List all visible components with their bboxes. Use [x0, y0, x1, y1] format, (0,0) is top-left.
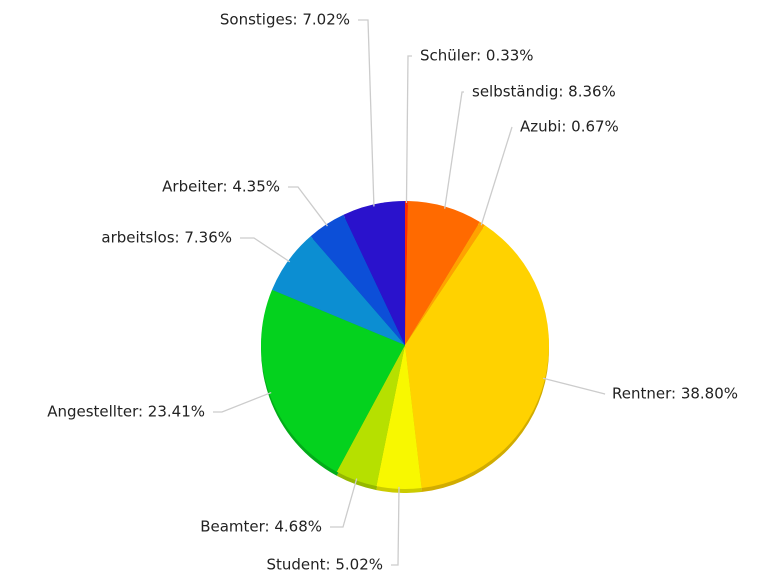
leader-line: [542, 377, 606, 395]
slice: [343, 201, 405, 345]
slice: [405, 221, 485, 345]
slice: [405, 225, 549, 489]
data-label: Arbeiter: 4.35%: [162, 178, 280, 196]
slice: [310, 214, 405, 345]
leader-line: [391, 486, 400, 566]
data-label: selbständig: 8.36%: [472, 83, 616, 101]
slice: [405, 201, 480, 345]
slice: [336, 345, 405, 487]
slice: [376, 345, 422, 489]
data-label: Schüler: 0.33%: [420, 47, 534, 65]
data-label: Student: 5.02%: [266, 556, 383, 574]
leader-line: [213, 391, 272, 413]
slice: [260, 289, 405, 472]
leader-line: [480, 126, 513, 226]
data-label: Rentner: 38.80%: [612, 385, 738, 403]
data-label: Sonstiges: 7.02%: [220, 11, 350, 29]
slice: [272, 236, 405, 345]
data-label: Azubi: 0.67%: [520, 118, 619, 136]
data-label: Beamter: 4.68%: [200, 518, 322, 536]
data-label: Angestellter: 23.41%: [47, 403, 205, 421]
leader-line: [240, 237, 291, 263]
leader-line: [444, 91, 464, 209]
data-label: arbeitslos: 7.36%: [101, 229, 232, 247]
leader-line: [330, 478, 358, 528]
leader-line: [405, 55, 412, 204]
leader-line: [288, 186, 328, 227]
slice: [405, 201, 408, 345]
leader-line: [358, 19, 375, 207]
